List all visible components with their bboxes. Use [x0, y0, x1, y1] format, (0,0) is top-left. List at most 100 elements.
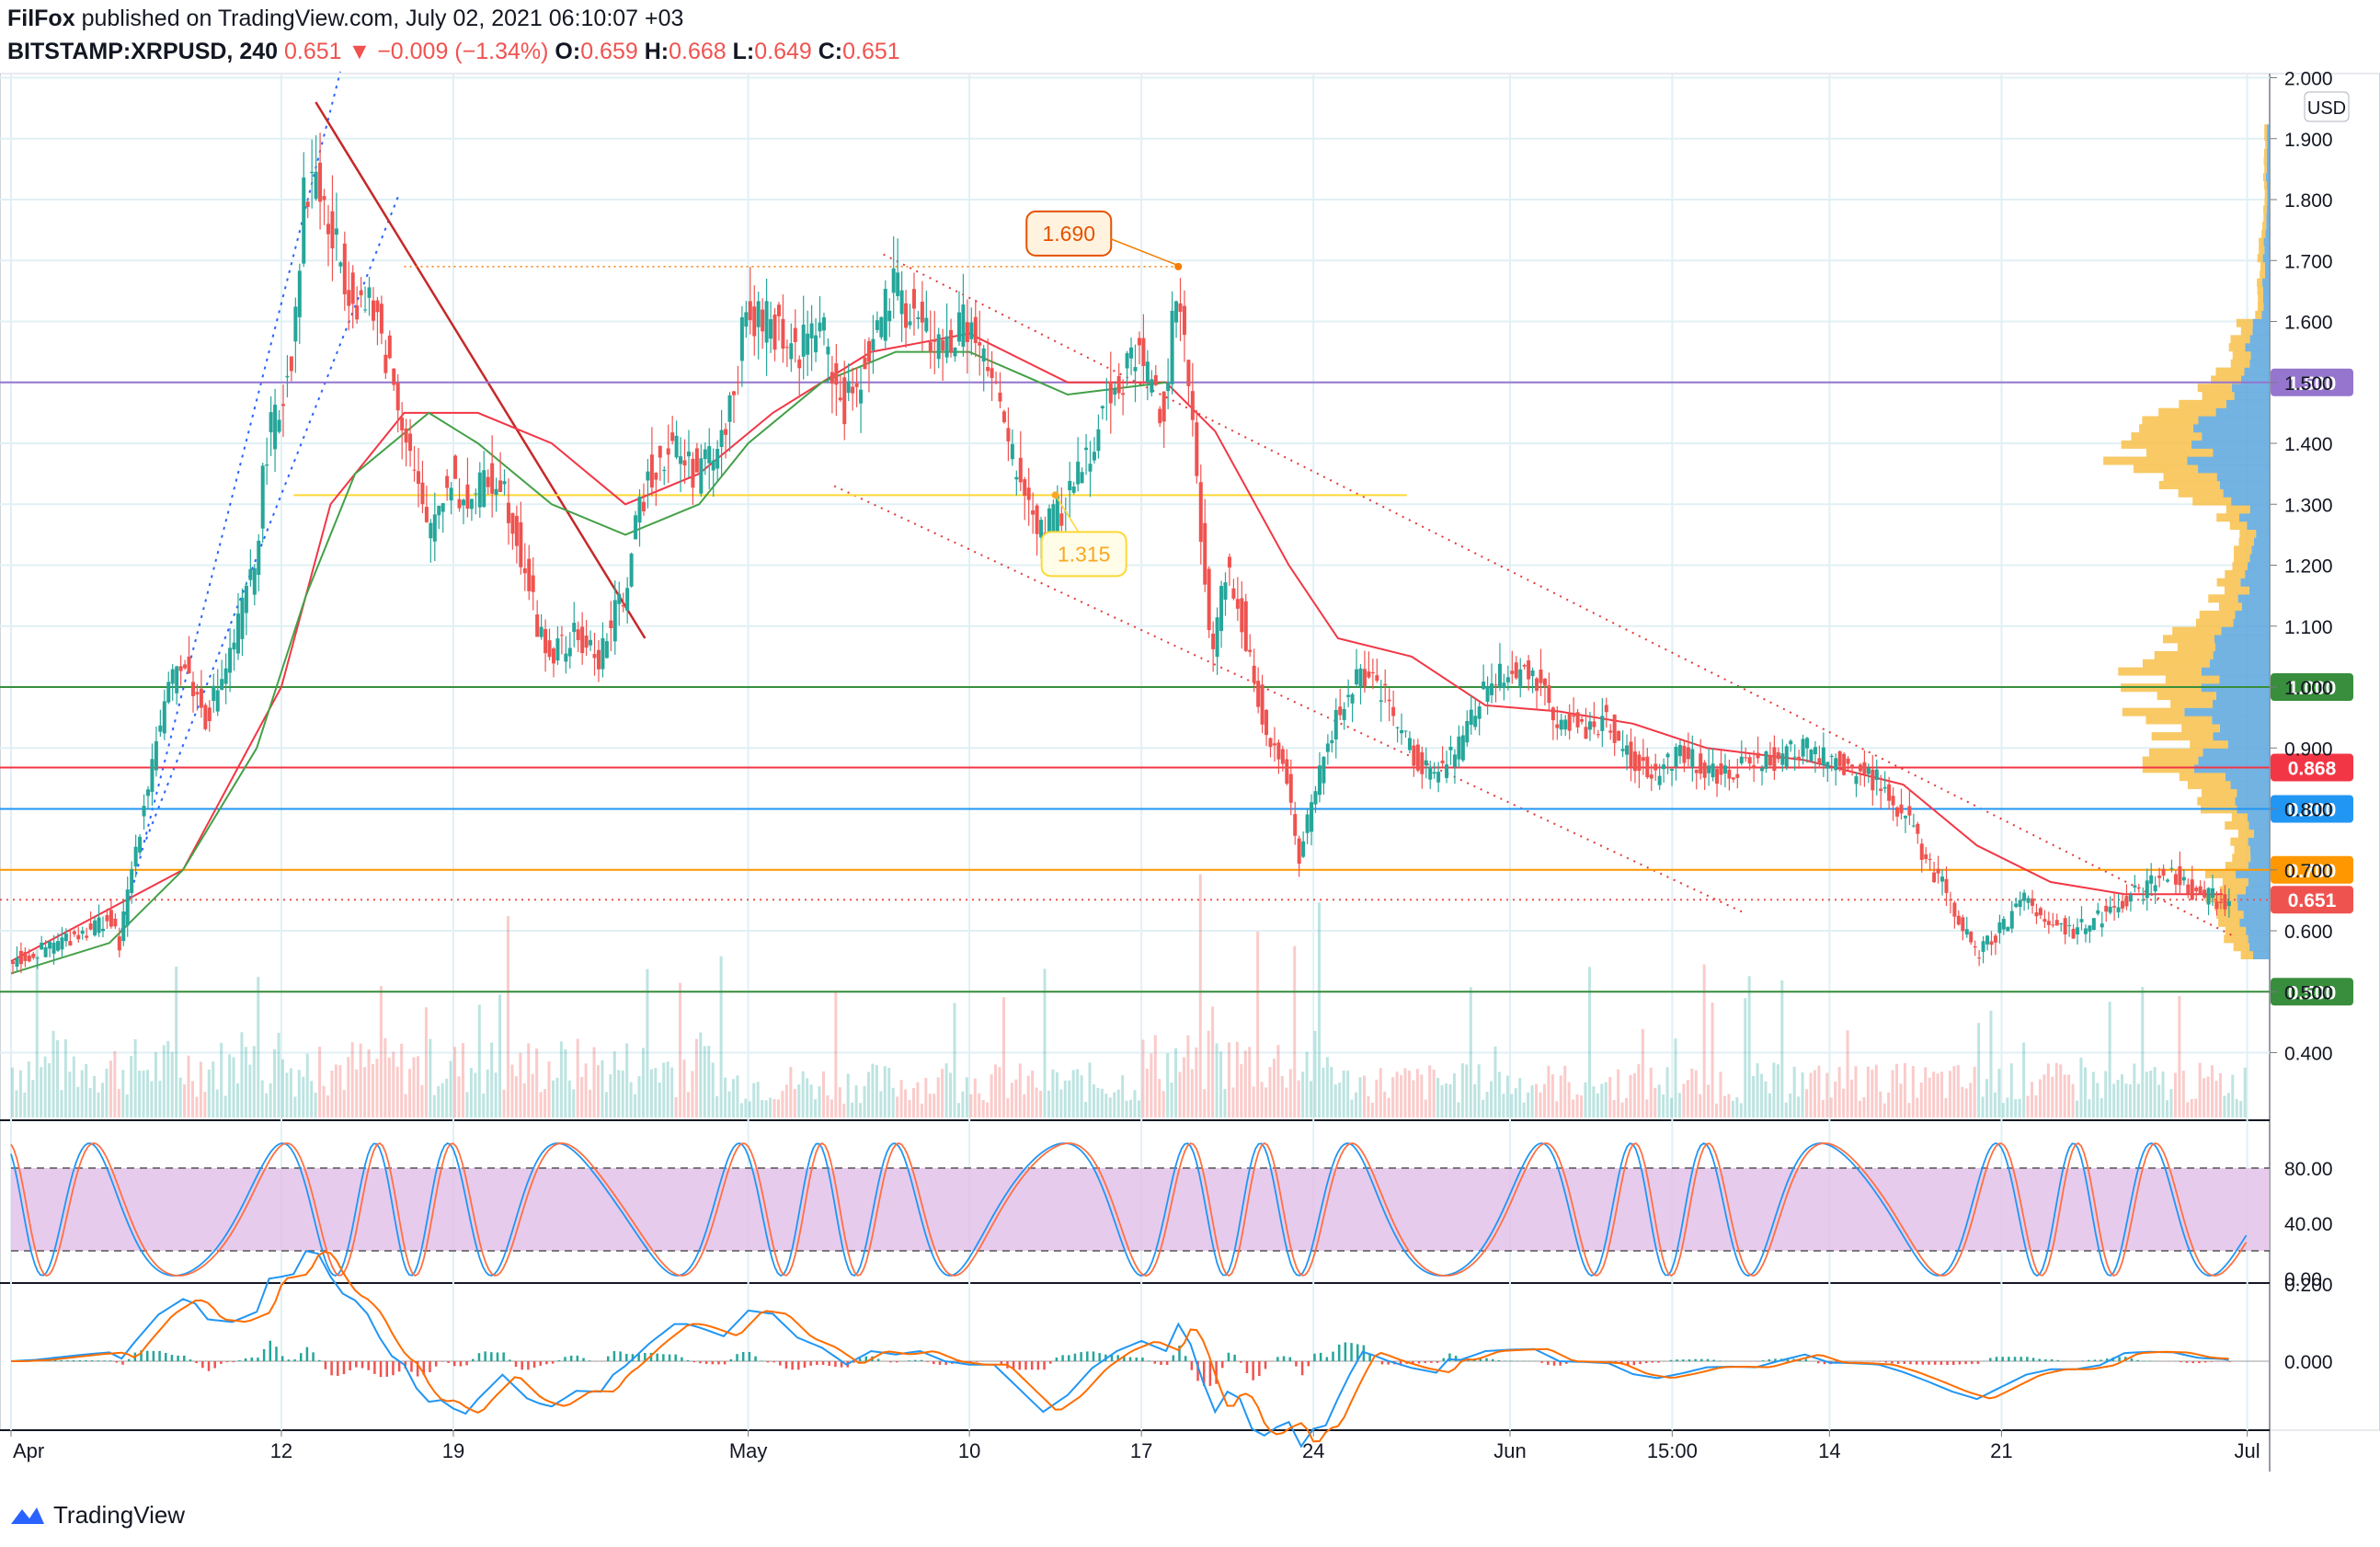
volume-bar [1985, 1079, 1989, 1117]
candle-body [859, 389, 864, 404]
macd-histogram-bar [2020, 1357, 2022, 1361]
macd-histogram-bar [477, 1353, 481, 1361]
volume-bar [2194, 1098, 2198, 1117]
footer-brand[interactable]: TradingView [53, 1501, 186, 1529]
candle-body [1829, 755, 1834, 757]
candle-body [1846, 758, 1850, 764]
candle-body [846, 381, 851, 394]
volume-bar [150, 1081, 154, 1117]
macd-histogram-bar [2038, 1358, 2041, 1361]
candle-body [797, 359, 802, 369]
candle-body [2108, 906, 2112, 913]
macd-histogram-bar [465, 1361, 468, 1366]
volume-bar [1948, 1071, 1951, 1117]
volume-bar [1252, 1086, 1255, 1117]
macd-histogram-bar [404, 1361, 407, 1369]
macd-histogram-bar [1307, 1361, 1310, 1367]
volume-profile-down [2142, 416, 2199, 425]
volume-bar [215, 1089, 219, 1117]
x-tick-label-7: Jun [1493, 1439, 1526, 1462]
macd-histogram-bar [1939, 1361, 1943, 1365]
candle-body [899, 290, 904, 315]
volume-bar [547, 1061, 551, 1117]
candle-body [150, 759, 154, 793]
volume-bar [1789, 1093, 1792, 1117]
volume-profile-down [2240, 327, 2253, 336]
volume-bar [1350, 1099, 1354, 1117]
volume-profile-up [2246, 926, 2270, 935]
candle-body [474, 493, 478, 495]
volume-bar [1092, 1083, 1095, 1117]
macd-histogram-bar [631, 1354, 635, 1361]
level-label-5: 0.651 [2288, 890, 2337, 911]
candle-body [1272, 743, 1276, 746]
candle-body [1350, 693, 1355, 704]
candle-body [1776, 751, 1780, 760]
y-tick-label-7: 1.300 [2284, 495, 2333, 516]
candle-body [2198, 886, 2203, 894]
candle-body [2133, 885, 2137, 888]
volume-bar [1071, 1070, 1075, 1117]
y-tick-label-9: 1.100 [2284, 617, 2333, 638]
volume-profile-up [2261, 310, 2270, 319]
volume-profile-up [2231, 384, 2270, 393]
candle-body [359, 291, 363, 296]
macd-histogram-bar [969, 1361, 972, 1363]
candle-body [1379, 700, 1383, 702]
macd-histogram-bar [1694, 1358, 1697, 1361]
candle-body [1448, 746, 1453, 751]
candle-body [555, 638, 560, 661]
volume-bar [1919, 1082, 1923, 1117]
volume-bar [592, 1047, 596, 1117]
candle-body [2128, 894, 2133, 902]
candle-body [76, 934, 81, 940]
candle-body [416, 471, 420, 485]
macd-histogram-bar [514, 1361, 518, 1368]
volume-profile-down [2222, 877, 2248, 887]
volume-bar [2079, 1057, 2083, 1117]
volume-bar [2034, 1094, 2038, 1117]
candle-body [1825, 762, 1830, 769]
candle-body [235, 613, 240, 654]
level-label-1: 1.000 [2288, 678, 2337, 699]
candle-body [2190, 879, 2194, 900]
volume-bar [2121, 1074, 2124, 1117]
volume-bar [1632, 1072, 1636, 1117]
volume-bar [2157, 1084, 2161, 1117]
level-label-box-5 [2271, 886, 2353, 914]
volume-bar [97, 1092, 100, 1117]
macd-histogram-bar [1073, 1353, 1077, 1361]
candle-body [1858, 764, 1862, 772]
candle-body [133, 846, 138, 867]
symbol-name[interactable]: BITSTAMP:XRPUSD, 240 [7, 39, 279, 64]
volume-profile-down [2154, 650, 2214, 659]
candle-body [322, 196, 326, 201]
candle-body [2046, 921, 2051, 925]
macd-histogram-bar [1196, 1361, 1199, 1381]
candle-body [1592, 721, 1596, 728]
volume-bar [551, 1080, 555, 1117]
tradingview-logo-icon[interactable] [9, 1504, 46, 1528]
candle-body [285, 375, 290, 378]
volume-bar [1161, 1091, 1165, 1117]
macd-histogram-bar [115, 1361, 119, 1363]
volume-profile-down [2197, 796, 2236, 806]
author-name[interactable]: FilFox [7, 6, 75, 31]
x-tick-label-2: 19 [442, 1439, 464, 1462]
volume-profile-up [2263, 303, 2270, 312]
candle-body [699, 458, 704, 494]
macd-histogram-bar [606, 1356, 610, 1361]
macd-histogram-bar [1368, 1353, 1371, 1361]
volume-bar [1174, 1048, 1178, 1117]
candle-body [269, 412, 273, 433]
macd-histogram-bar [53, 1359, 57, 1361]
candle-body [1035, 505, 1039, 534]
volume-profile-down [2264, 197, 2268, 206]
volume-bar [1268, 1067, 1272, 1117]
volume-bar [498, 994, 502, 1117]
candle-body [891, 268, 896, 293]
candle-body [944, 336, 949, 358]
volume-bar [240, 1032, 244, 1117]
volume-bar [1690, 1068, 1694, 1117]
